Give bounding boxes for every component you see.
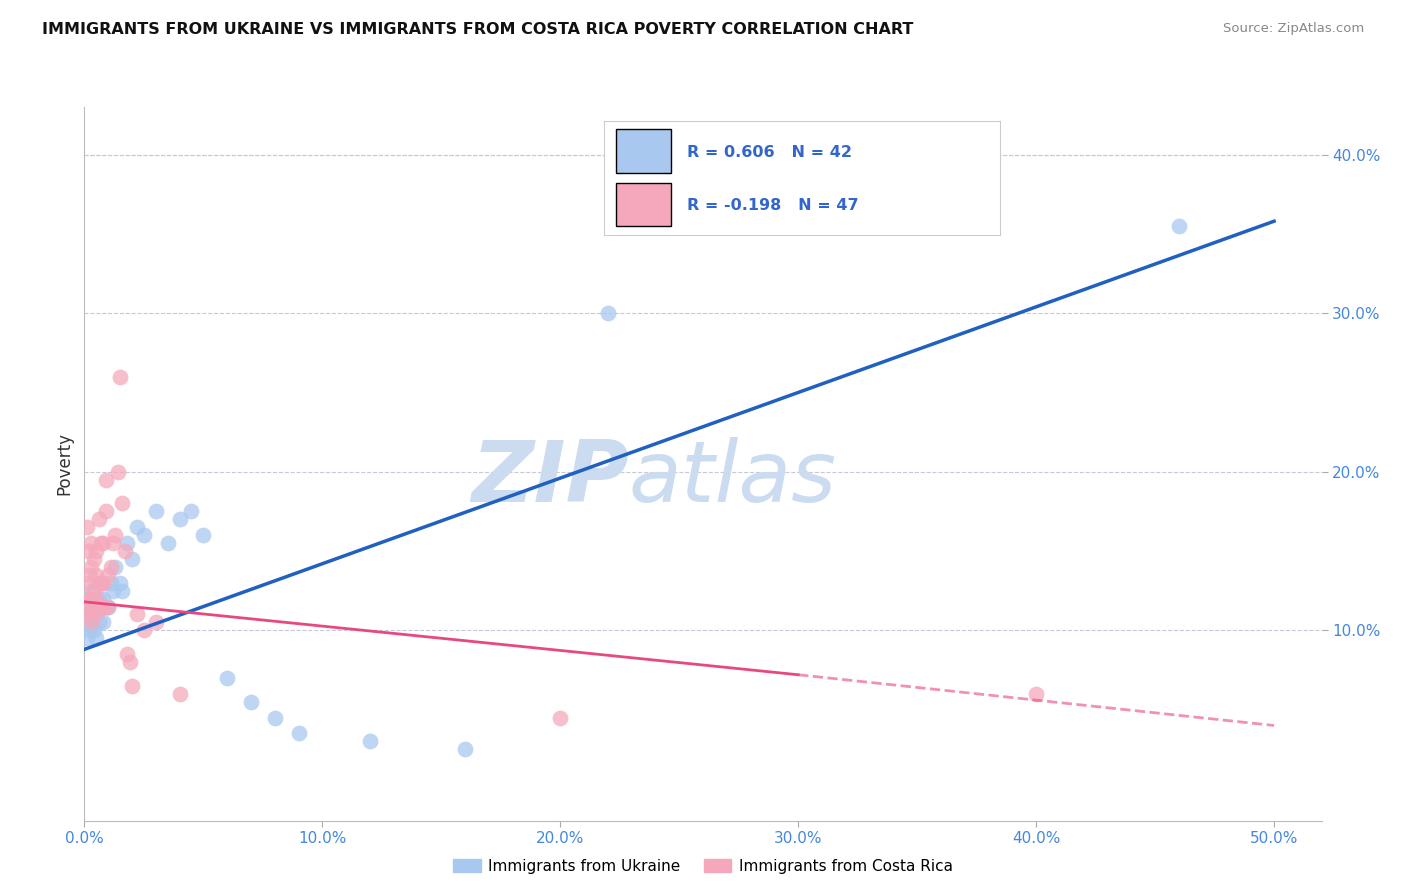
Point bbox=[84, 567, 107, 582]
Legend: Immigrants from Ukraine, Immigrants from Costa Rica: Immigrants from Ukraine, Immigrants from… bbox=[447, 853, 959, 880]
Text: atlas: atlas bbox=[628, 436, 837, 520]
Point bbox=[121, 552, 143, 566]
Point bbox=[94, 473, 117, 487]
Point bbox=[596, 306, 619, 320]
Point bbox=[121, 679, 143, 693]
Point bbox=[87, 575, 110, 590]
Point bbox=[97, 567, 120, 582]
Point bbox=[87, 615, 110, 630]
Point bbox=[180, 504, 202, 518]
Point bbox=[80, 536, 103, 550]
Text: ZIP: ZIP bbox=[471, 436, 628, 520]
Point bbox=[84, 607, 107, 622]
Point bbox=[77, 567, 100, 582]
Point bbox=[80, 591, 103, 606]
Point bbox=[80, 583, 103, 598]
Text: Source: ZipAtlas.com: Source: ZipAtlas.com bbox=[1223, 22, 1364, 36]
Point bbox=[100, 560, 122, 574]
Point bbox=[125, 520, 148, 534]
Point bbox=[100, 575, 122, 590]
Point bbox=[93, 599, 115, 614]
Point bbox=[90, 599, 112, 614]
Point bbox=[77, 591, 100, 606]
Point bbox=[76, 575, 98, 590]
Point bbox=[83, 599, 105, 614]
Point bbox=[76, 599, 98, 614]
Point bbox=[87, 599, 110, 614]
Point bbox=[115, 536, 138, 550]
Point bbox=[83, 552, 105, 566]
Point bbox=[359, 734, 381, 748]
Point bbox=[77, 624, 100, 638]
Point bbox=[90, 599, 112, 614]
Point bbox=[118, 655, 141, 669]
Point bbox=[80, 560, 103, 574]
Point bbox=[101, 583, 124, 598]
Point bbox=[454, 742, 477, 756]
Point bbox=[104, 528, 127, 542]
Point bbox=[114, 544, 136, 558]
Point bbox=[132, 624, 155, 638]
Point bbox=[548, 710, 571, 724]
Point bbox=[83, 583, 105, 598]
Point bbox=[76, 615, 98, 630]
Point bbox=[145, 615, 167, 630]
Point bbox=[80, 615, 103, 630]
Point bbox=[93, 591, 115, 606]
Point bbox=[101, 536, 124, 550]
Point bbox=[77, 607, 100, 622]
Point bbox=[287, 726, 309, 740]
Point bbox=[111, 496, 134, 510]
Point bbox=[104, 560, 127, 574]
Point bbox=[125, 607, 148, 622]
Point bbox=[90, 575, 112, 590]
Point bbox=[90, 575, 112, 590]
Point bbox=[107, 465, 129, 479]
Point bbox=[94, 504, 117, 518]
Point bbox=[84, 607, 107, 622]
Point bbox=[263, 710, 285, 724]
Point bbox=[1167, 219, 1189, 233]
Point bbox=[97, 599, 120, 614]
Point bbox=[111, 583, 134, 598]
Point bbox=[84, 632, 107, 646]
Text: IMMIGRANTS FROM UKRAINE VS IMMIGRANTS FROM COSTA RICA POVERTY CORRELATION CHART: IMMIGRANTS FROM UKRAINE VS IMMIGRANTS FR… bbox=[42, 22, 914, 37]
Point bbox=[115, 647, 138, 661]
Point bbox=[80, 599, 103, 614]
Y-axis label: Poverty: Poverty bbox=[55, 433, 73, 495]
Point bbox=[108, 369, 131, 384]
Point bbox=[169, 512, 191, 526]
Point bbox=[217, 671, 239, 685]
Point bbox=[80, 615, 103, 630]
Point bbox=[83, 624, 105, 638]
Point bbox=[169, 687, 191, 701]
Point bbox=[93, 615, 115, 630]
Point bbox=[76, 520, 98, 534]
Point bbox=[156, 536, 179, 550]
Point bbox=[93, 575, 115, 590]
Point bbox=[1025, 687, 1047, 701]
Point bbox=[76, 632, 98, 646]
Point bbox=[77, 591, 100, 606]
Point bbox=[239, 695, 262, 709]
Point bbox=[193, 528, 215, 542]
Point bbox=[97, 599, 120, 614]
Point bbox=[132, 528, 155, 542]
Point bbox=[90, 536, 112, 550]
Point bbox=[83, 599, 105, 614]
Point bbox=[87, 591, 110, 606]
Point bbox=[84, 591, 107, 606]
Point bbox=[94, 599, 117, 614]
Point bbox=[145, 504, 167, 518]
Point bbox=[93, 536, 115, 550]
Point bbox=[84, 544, 107, 558]
Point bbox=[108, 575, 131, 590]
Point bbox=[77, 544, 100, 558]
Point bbox=[77, 607, 100, 622]
Point bbox=[87, 512, 110, 526]
